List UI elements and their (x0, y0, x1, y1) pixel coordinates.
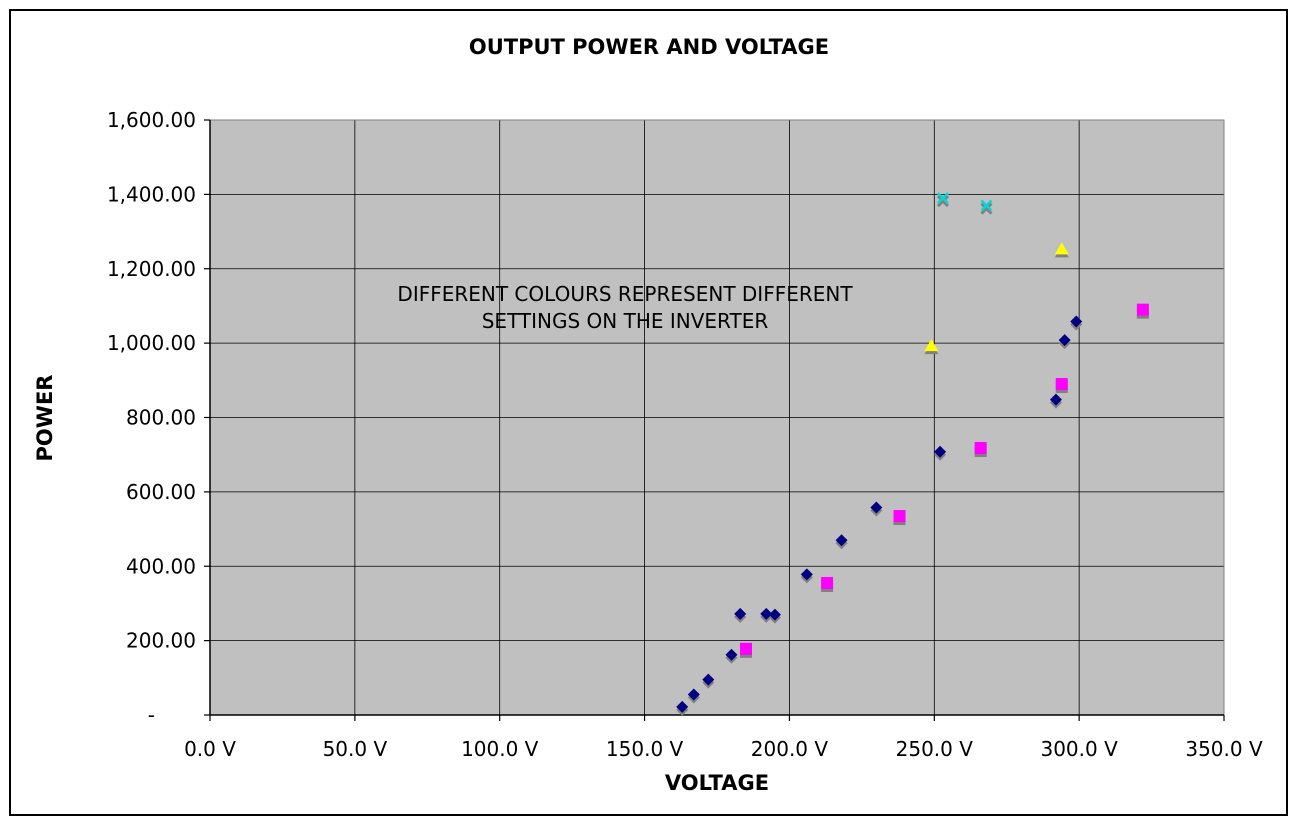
data-point-diamond (870, 501, 883, 517)
x-tick-label: 150.0 V (606, 737, 684, 761)
data-point-square (1136, 303, 1149, 319)
data-point-diamond (1049, 393, 1062, 409)
data-point-triangle (924, 339, 939, 355)
y-tick-label: 400.00 (126, 554, 196, 578)
data-point-square (974, 441, 987, 457)
data-point-diamond (687, 688, 700, 704)
y-tick-label: 1,600.00 (107, 108, 196, 132)
x-axis-title: VOLTAGE (665, 771, 769, 795)
data-point-diamond (676, 700, 689, 716)
y-tick-label: 1,400.00 (107, 182, 196, 206)
annotation-line-2: SETTINGS ON THE INVERTER (482, 309, 769, 333)
data-point-square (739, 642, 752, 658)
x-tick-labels: 0.0 V 50.0 V 100.0 V 150.0 V 200.0 V 250.0 V 3… (184, 737, 1263, 761)
y-tick-label: - (148, 703, 155, 727)
x-tick-label: 200.0 V (751, 737, 829, 761)
y-tick-label: 600.00 (126, 480, 196, 504)
data-point-square (893, 510, 906, 526)
data-point-x (936, 192, 950, 208)
chart-title: OUTPUT POWER AND VOLTAGE (469, 35, 829, 59)
x-tick-label: 300.0 V (1040, 737, 1118, 761)
annotation-line-1: DIFFERENT COLOURS REPRESENT DIFFERENT (397, 282, 853, 306)
data-point-diamond (934, 445, 947, 461)
x-tick-label: 50.0 V (323, 737, 388, 761)
data-point-diamond (760, 607, 773, 623)
data-point-diamond (725, 648, 738, 664)
y-tick-label: 800.00 (126, 406, 196, 430)
data-point-diamond (835, 534, 848, 550)
data-point-square (1055, 378, 1068, 394)
data-point-triangle (1054, 242, 1069, 258)
data-point-diamond (1058, 334, 1071, 350)
y-tick-label: 200.00 (126, 629, 196, 653)
x-tick-label: 250.0 V (896, 737, 974, 761)
data-point-square (821, 576, 834, 592)
data-point-diamond (1070, 315, 1083, 331)
data-points (676, 192, 1149, 716)
y-tick-label: 1,000.00 (107, 331, 196, 355)
x-tick-label: 350.0 V (1185, 737, 1263, 761)
axes (204, 119, 1225, 721)
data-point-diamond (734, 607, 747, 623)
data-point-x (980, 199, 993, 215)
y-tick-label: 1,200.00 (107, 257, 196, 281)
y-tick-labels: - 200.00 400.00 600.00 800.00 1,000.00 1,200.0… (107, 108, 196, 727)
x-tick-label: 0.0 V (184, 737, 236, 761)
x-tick-label: 100.0 V (461, 737, 539, 761)
y-axis-title: POWER (33, 375, 57, 462)
data-point-diamond (702, 673, 715, 689)
data-point-diamond (800, 568, 813, 584)
data-point-diamond (768, 608, 781, 624)
